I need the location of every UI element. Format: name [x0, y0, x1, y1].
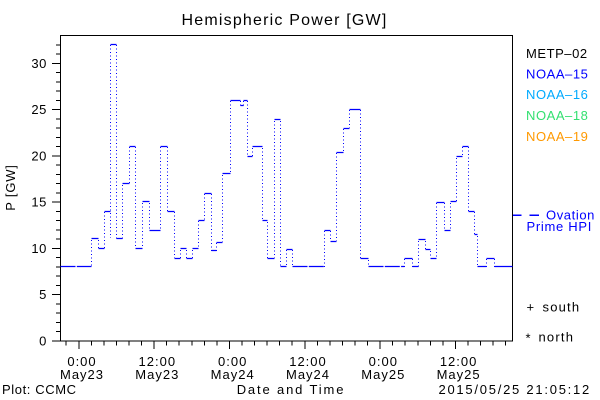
- svg-text:NOAA–16: NOAA–16: [526, 87, 588, 102]
- svg-text:12:00: 12:00: [289, 354, 327, 369]
- svg-text:0: 0: [39, 334, 47, 349]
- svg-text:Plot: CCMC: Plot: CCMC: [2, 382, 77, 397]
- svg-text:Prime HPI: Prime HPI: [527, 219, 593, 234]
- svg-text:Date and Time: Date and Time: [237, 382, 346, 397]
- svg-text:12:00: 12:00: [440, 354, 478, 369]
- svg-text:20: 20: [31, 148, 47, 163]
- svg-text:12:00: 12:00: [139, 354, 177, 369]
- svg-text:25: 25: [31, 102, 47, 117]
- svg-text:north: north: [539, 330, 575, 345]
- svg-text:P [GW]: P [GW]: [3, 164, 18, 210]
- svg-text:May24: May24: [286, 367, 330, 382]
- svg-text:10: 10: [31, 241, 47, 256]
- svg-text:May24: May24: [211, 367, 255, 382]
- svg-text:May25: May25: [361, 367, 405, 382]
- svg-text:0:00: 0:00: [67, 354, 96, 369]
- svg-text:south: south: [543, 300, 581, 315]
- svg-text:5: 5: [39, 287, 47, 302]
- svg-text:NOAA–18: NOAA–18: [526, 108, 588, 123]
- svg-text:Hemispheric Power [GW]: Hemispheric Power [GW]: [182, 12, 388, 29]
- svg-text:0:00: 0:00: [218, 354, 247, 369]
- svg-text:2015/05/25 21:05:12: 2015/05/25 21:05:12: [438, 382, 591, 397]
- svg-text:+: +: [527, 300, 535, 315]
- svg-text:0:00: 0:00: [369, 354, 398, 369]
- svg-text:METP–02: METP–02: [526, 46, 588, 61]
- svg-text:15: 15: [31, 195, 47, 210]
- svg-text:May23: May23: [60, 367, 104, 382]
- svg-text:*: *: [526, 331, 532, 346]
- svg-text:Ovation: Ovation: [546, 208, 595, 223]
- svg-text:May25: May25: [437, 367, 481, 382]
- svg-text:30: 30: [31, 56, 47, 71]
- svg-text:NOAA–19: NOAA–19: [526, 129, 588, 144]
- svg-text:NOAA–15: NOAA–15: [526, 67, 588, 82]
- svg-text:May23: May23: [135, 367, 179, 382]
